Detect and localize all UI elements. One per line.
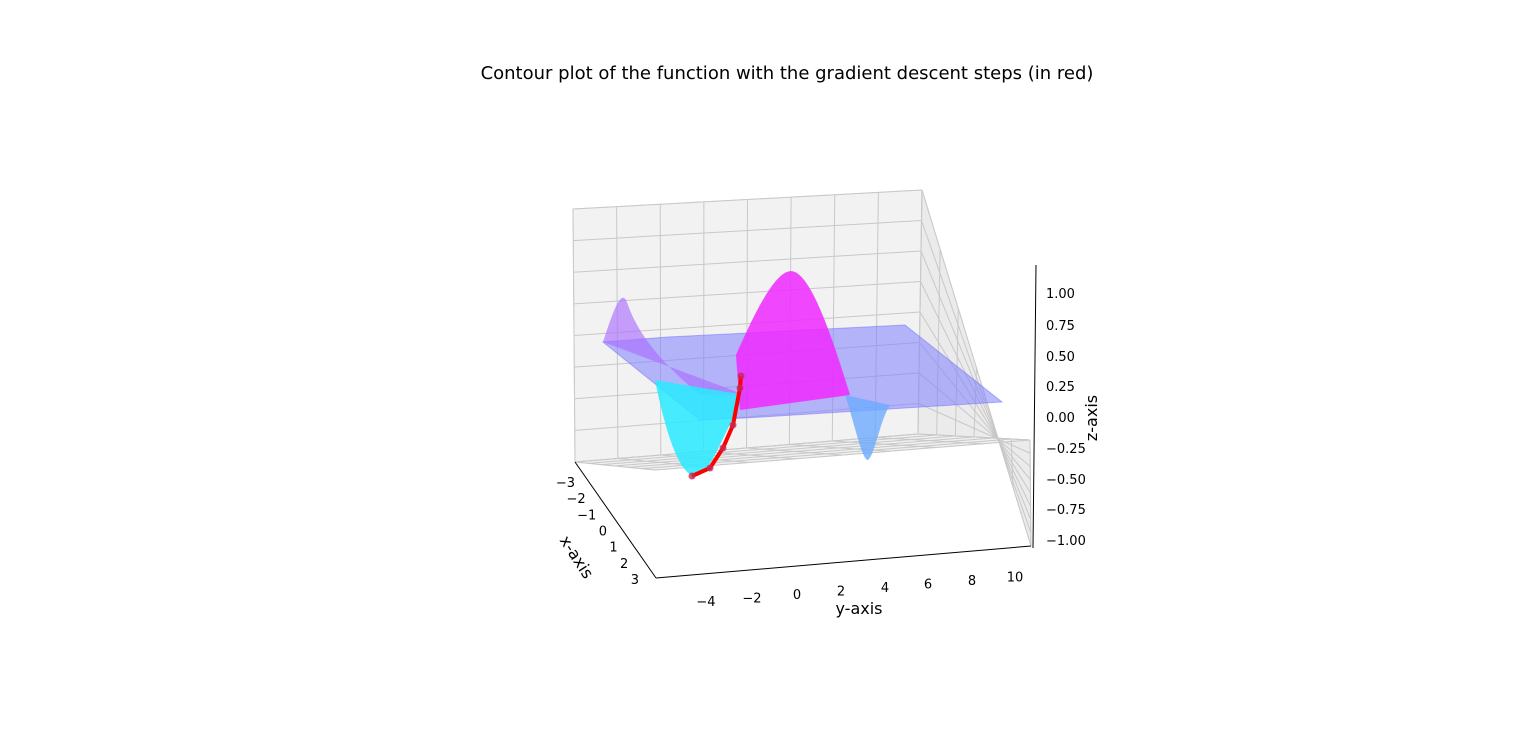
step-point — [737, 372, 745, 380]
y-tick-label: 2 — [837, 585, 845, 600]
grid-line — [601, 435, 956, 466]
y-tick-label: 8 — [968, 574, 976, 589]
z-tick-label: −0.25 — [1046, 442, 1086, 457]
surface-peak — [736, 271, 850, 410]
y-tick-label: −2 — [742, 592, 761, 607]
x-tick-label: 1 — [609, 541, 617, 556]
x-tick-label: 0 — [599, 525, 607, 540]
gradient-steps — [688, 372, 745, 480]
z-tick-label: −0.75 — [1046, 503, 1086, 518]
step-point — [688, 472, 696, 480]
grid-line — [992, 427, 996, 439]
z-tick-label: 1.00 — [1046, 287, 1075, 302]
grid-line — [573, 250, 922, 273]
z-tick-label: 0.00 — [1046, 411, 1075, 426]
grid-line — [1010, 438, 1014, 487]
x-axis-label: x-axis — [556, 532, 598, 582]
x-tick-label: 2 — [620, 557, 628, 572]
z-tick-label: 0.25 — [1046, 380, 1075, 395]
grid-line — [573, 281, 921, 305]
z-tick-label: 0.75 — [1046, 319, 1075, 334]
x-tick-label: −2 — [566, 492, 585, 507]
grid-line — [573, 220, 922, 242]
step-point — [706, 464, 714, 472]
z-tick-label: 0.50 — [1046, 350, 1075, 365]
z-tick-label: −0.50 — [1046, 473, 1086, 488]
y-axis-label: y-axis — [835, 599, 882, 618]
x-tick-label: −1 — [577, 508, 596, 523]
step-point — [719, 444, 727, 452]
y-tick-label: 10 — [1007, 571, 1024, 586]
grid-line — [654, 439, 1031, 471]
chart-title: Contour plot of the function with the gr… — [480, 63, 1094, 84]
y-tick-label: 4 — [881, 581, 889, 596]
grid-line — [572, 189, 923, 210]
y-axis-line — [655, 545, 1032, 579]
y-tick-label: −4 — [696, 595, 715, 610]
surface-trough — [655, 380, 745, 477]
surface-small-peak — [603, 297, 748, 396]
surface-small-trough — [845, 395, 890, 460]
z-axis-label: z-axis — [1082, 395, 1101, 441]
x-axis-line — [574, 461, 657, 579]
z-tick-label: −1.00 — [1046, 534, 1086, 549]
grid-line — [588, 434, 937, 464]
y-tick-label: 6 — [924, 578, 932, 593]
step-point — [729, 421, 737, 429]
x-tick-label: 3 — [631, 573, 639, 588]
z-axis-line — [1032, 264, 1037, 549]
grid-line — [614, 436, 975, 467]
step-point — [736, 384, 744, 392]
x-tick-label: −3 — [556, 476, 575, 491]
y-tick-label: 0 — [793, 588, 801, 603]
grid-line — [1029, 439, 1032, 547]
